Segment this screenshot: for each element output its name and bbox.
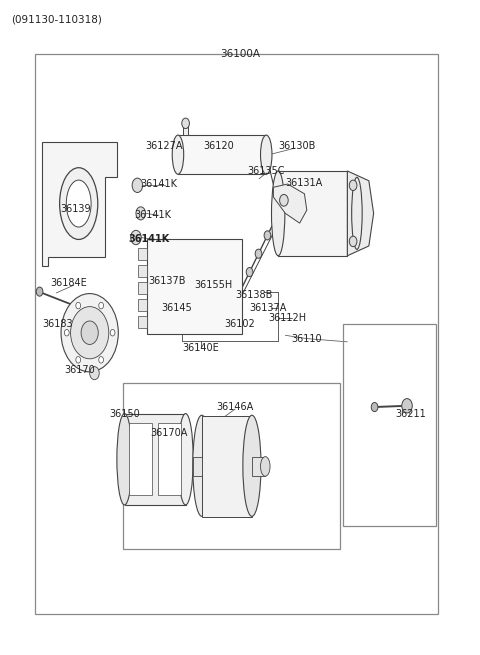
- Circle shape: [76, 303, 81, 309]
- Text: 36145: 36145: [162, 303, 192, 313]
- Circle shape: [76, 356, 81, 363]
- Circle shape: [136, 207, 145, 220]
- Text: 36100A: 36100A: [220, 48, 260, 58]
- Text: 36183: 36183: [42, 319, 73, 329]
- Circle shape: [349, 180, 357, 191]
- Text: 36138B: 36138B: [236, 290, 273, 300]
- Circle shape: [349, 236, 357, 247]
- Bar: [129, 423, 152, 495]
- Text: 36110: 36110: [291, 333, 322, 344]
- Bar: [158, 423, 181, 495]
- Ellipse shape: [261, 457, 270, 476]
- Circle shape: [255, 249, 262, 258]
- Bar: [138, 248, 147, 259]
- Circle shape: [64, 329, 69, 336]
- Bar: [343, 324, 436, 527]
- Bar: [202, 415, 252, 517]
- Circle shape: [246, 267, 253, 276]
- Text: (091130-110318): (091130-110318): [11, 14, 102, 24]
- Ellipse shape: [178, 413, 193, 505]
- Circle shape: [81, 321, 98, 345]
- Text: 36102: 36102: [225, 319, 255, 329]
- Ellipse shape: [117, 413, 132, 505]
- Bar: [147, 240, 242, 334]
- Ellipse shape: [261, 135, 272, 174]
- Bar: [124, 413, 186, 505]
- Text: 36155H: 36155H: [194, 280, 233, 290]
- Circle shape: [99, 303, 104, 309]
- Circle shape: [71, 307, 109, 359]
- Polygon shape: [274, 184, 307, 223]
- Circle shape: [280, 195, 288, 206]
- Ellipse shape: [66, 180, 91, 227]
- Text: 36141K: 36141K: [129, 234, 170, 244]
- Text: 36131A: 36131A: [286, 178, 323, 188]
- Circle shape: [61, 293, 118, 372]
- Bar: [252, 457, 265, 476]
- Text: 36130B: 36130B: [278, 141, 316, 151]
- Circle shape: [371, 403, 378, 411]
- Polygon shape: [348, 171, 373, 255]
- Bar: [123, 383, 340, 550]
- Text: 36170A: 36170A: [151, 428, 188, 438]
- Bar: [138, 299, 147, 310]
- Text: 36135C: 36135C: [248, 166, 285, 176]
- Circle shape: [110, 329, 115, 336]
- Circle shape: [182, 118, 190, 128]
- Text: 36150: 36150: [109, 409, 140, 419]
- Circle shape: [90, 367, 99, 380]
- Bar: [193, 457, 202, 476]
- Circle shape: [132, 178, 143, 193]
- Circle shape: [131, 231, 141, 245]
- Text: 36120: 36120: [203, 141, 234, 151]
- Ellipse shape: [172, 135, 184, 174]
- Circle shape: [36, 287, 43, 296]
- Polygon shape: [42, 141, 117, 265]
- Text: 36141K: 36141K: [140, 179, 178, 189]
- Circle shape: [99, 356, 104, 363]
- Text: 36170: 36170: [65, 365, 96, 375]
- Text: 36127A: 36127A: [145, 141, 182, 151]
- Text: 36137A: 36137A: [249, 303, 287, 313]
- Bar: [138, 316, 147, 328]
- Text: 36184E: 36184E: [50, 278, 86, 288]
- Circle shape: [402, 399, 412, 413]
- Ellipse shape: [193, 415, 211, 516]
- Text: 36112H: 36112H: [269, 312, 307, 323]
- Bar: [35, 54, 438, 614]
- Bar: [178, 135, 266, 174]
- Ellipse shape: [60, 168, 98, 240]
- Circle shape: [264, 231, 271, 240]
- Text: 36139: 36139: [60, 204, 91, 214]
- Bar: [138, 282, 147, 293]
- Text: 36141K: 36141K: [135, 210, 172, 220]
- Text: 36211: 36211: [396, 409, 426, 419]
- Text: 36146A: 36146A: [216, 402, 254, 412]
- Ellipse shape: [272, 171, 285, 255]
- Bar: [278, 171, 348, 255]
- Bar: [138, 265, 147, 276]
- Text: 36137B: 36137B: [149, 276, 186, 286]
- Bar: [183, 123, 189, 135]
- Text: 36140E: 36140E: [182, 343, 219, 353]
- Ellipse shape: [243, 415, 261, 516]
